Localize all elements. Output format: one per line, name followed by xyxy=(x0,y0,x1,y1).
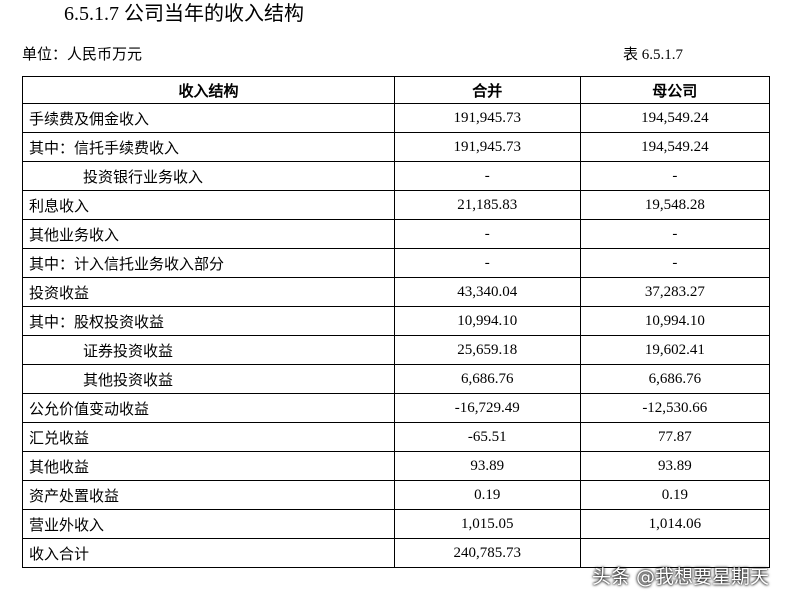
cell: 194,549.24 xyxy=(579,132,771,162)
cell: 其他投资收益 xyxy=(22,364,395,394)
cell: 投资银行业务收入 xyxy=(22,161,395,191)
cell: 25,659.18 xyxy=(393,335,581,365)
unit: 单位：人民币万元 xyxy=(22,47,143,63)
table-row: 投资收益 43,340.04 37,283.27 xyxy=(22,277,771,307)
cell: 其他业务收入 xyxy=(22,219,395,249)
table-row: 利息收入 21,185.83 19,548.28 xyxy=(22,190,771,220)
cell: -65.51 xyxy=(393,422,581,452)
cell: 1,014.06 xyxy=(579,509,771,539)
column-header: 母公司 xyxy=(579,76,771,104)
table-row: 其中：股权投资收益 10,994.10 10,994.10 xyxy=(22,306,771,336)
table-row: 其他投资收益 6,686.76 6,686.76 xyxy=(22,364,771,394)
table-number: 表 6.5.1.7 xyxy=(623,47,684,63)
income-table: 收入结构 合并 母公司 手续费及佣金收入 191,945.73 194,549.24 其中… xyxy=(22,76,771,568)
cell: - xyxy=(579,248,771,278)
cell: 其中：信托手续费收入 xyxy=(22,132,395,162)
cell: 194,549.24 xyxy=(579,103,771,133)
cell: 利息收入 xyxy=(22,190,395,220)
cell: 37,283.27 xyxy=(579,277,771,307)
cell: 营业外收入 xyxy=(22,509,395,539)
cell: 收入合计 xyxy=(22,538,395,568)
cell: 资产处置收益 xyxy=(22,480,395,510)
cell: - xyxy=(393,219,581,249)
cell: - xyxy=(393,161,581,191)
cell: 77.87 xyxy=(579,422,771,452)
cell: 93.89 xyxy=(579,451,771,481)
cell: 其他收益 xyxy=(22,451,395,481)
cell: -16,729.49 xyxy=(393,393,581,423)
cell: 0.19 xyxy=(393,480,581,510)
table-row: 投资银行业务收入 - - xyxy=(22,161,771,191)
cell: 19,548.28 xyxy=(579,190,771,220)
cell xyxy=(579,538,771,568)
cell: 0.19 xyxy=(579,480,771,510)
cell: 10,994.10 xyxy=(579,306,771,336)
cell: 240,785.73 xyxy=(393,538,581,568)
cell: 191,945.73 xyxy=(393,132,581,162)
cell: 其中：股权投资收益 xyxy=(22,306,395,336)
table-row: 汇兑收益 -65.51 77.87 xyxy=(22,422,771,452)
table-row: 资产处置收益 0.19 0.19 xyxy=(22,480,771,510)
cell: 10,994.10 xyxy=(393,306,581,336)
column-header: 合并 xyxy=(393,76,581,104)
cell: - xyxy=(393,248,581,278)
cell: 191,945.73 xyxy=(393,103,581,133)
watermark: 头条 @我想要星期天 xyxy=(592,566,770,588)
cell: 43,340.04 xyxy=(393,277,581,307)
cell: 19,602.41 xyxy=(579,335,771,365)
cell: - xyxy=(579,161,771,191)
table-body: 手续费及佣金收入 191,945.73 194,549.24 其中：信托手续费收入 19… xyxy=(22,103,771,568)
cell: 其中：计入信托业务收入部分 xyxy=(22,248,395,278)
cell: 证券投资收益 xyxy=(22,335,395,365)
table-row: 营业外收入 1,015.05 1,014.06 xyxy=(22,509,771,539)
cell: 1,015.05 xyxy=(393,509,581,539)
table-row: 其他收益 93.89 93.89 xyxy=(22,451,771,481)
table-row: 其中：计入信托业务收入部分 - - xyxy=(22,248,771,278)
cell: 6,686.76 xyxy=(393,364,581,394)
cell: 投资收益 xyxy=(22,277,395,307)
table-row: 其他业务收入 - - xyxy=(22,219,771,249)
table-row: 手续费及佣金收入 191,945.73 194,549.24 xyxy=(22,103,771,133)
table-row: 公允价值变动收益 -16,729.49 -12,530.66 xyxy=(22,393,771,423)
cell: -12,530.66 xyxy=(579,393,771,423)
cell: 汇兑收益 xyxy=(22,422,395,452)
table-row: 证券投资收益 25,659.18 19,602.41 xyxy=(22,335,771,365)
cell: 6,686.76 xyxy=(579,364,771,394)
cell: 手续费及佣金收入 xyxy=(22,103,395,133)
cell: 公允价值变动收益 xyxy=(22,393,395,423)
table-row: 收入合计 240,785.73 xyxy=(22,538,771,568)
table-row: 其中：信托手续费收入 191,945.73 194,549.24 xyxy=(22,132,771,162)
column-header: 收入结构 xyxy=(22,76,395,104)
cell: - xyxy=(579,219,771,249)
cell: 93.89 xyxy=(393,451,581,481)
heading: 6.5.1.7 公司当年的收入结构 xyxy=(64,3,304,25)
header-row: 收入结构 合并 母公司 xyxy=(22,76,771,104)
cell: 21,185.83 xyxy=(393,190,581,220)
